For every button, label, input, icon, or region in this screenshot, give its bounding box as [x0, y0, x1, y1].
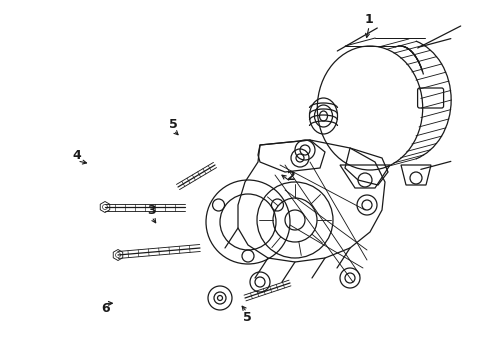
- Text: 6: 6: [101, 302, 109, 315]
- Text: 3: 3: [147, 204, 156, 217]
- Text: 2: 2: [286, 170, 295, 183]
- Text: 1: 1: [364, 13, 373, 26]
- Text: 5: 5: [169, 118, 178, 131]
- Text: 4: 4: [73, 149, 81, 162]
- Text: 5: 5: [242, 311, 251, 324]
